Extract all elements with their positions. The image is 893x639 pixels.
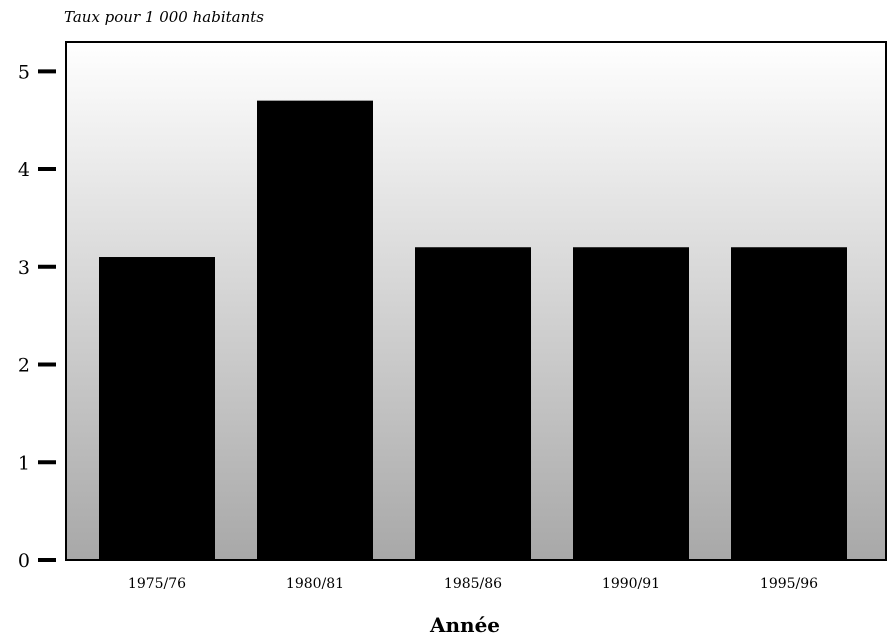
bar-1980-81 xyxy=(257,100,373,560)
x-tick-label: 1995/96 xyxy=(760,576,818,592)
bar-1995-96 xyxy=(731,247,847,560)
x-tick-label: 1990/91 xyxy=(602,576,660,592)
y-tick-label: 3 xyxy=(18,257,30,279)
y-tick-label: 2 xyxy=(18,355,30,377)
x-axis: 1975/76 1980/81 1985/86 1990/91 1995/96 xyxy=(128,576,818,592)
y-tick-label: 4 xyxy=(18,159,30,181)
bars xyxy=(99,100,847,560)
y-tick-label: 5 xyxy=(18,61,30,83)
bar-1975-76 xyxy=(99,257,215,560)
y-axis: 0 1 2 3 4 5 xyxy=(18,61,56,572)
y-tick-label: 1 xyxy=(18,452,30,474)
x-tick-label: 1985/86 xyxy=(444,576,502,592)
bar-1990-91 xyxy=(573,247,689,560)
x-axis-title: Année xyxy=(429,613,500,637)
x-tick-label: 1980/81 xyxy=(286,576,344,592)
bar-1985-86 xyxy=(415,247,531,560)
y-tick-label: 0 xyxy=(18,550,30,572)
y-axis-title: Taux pour 1 000 habitants xyxy=(64,8,264,26)
x-tick-label: 1975/76 xyxy=(128,576,186,592)
